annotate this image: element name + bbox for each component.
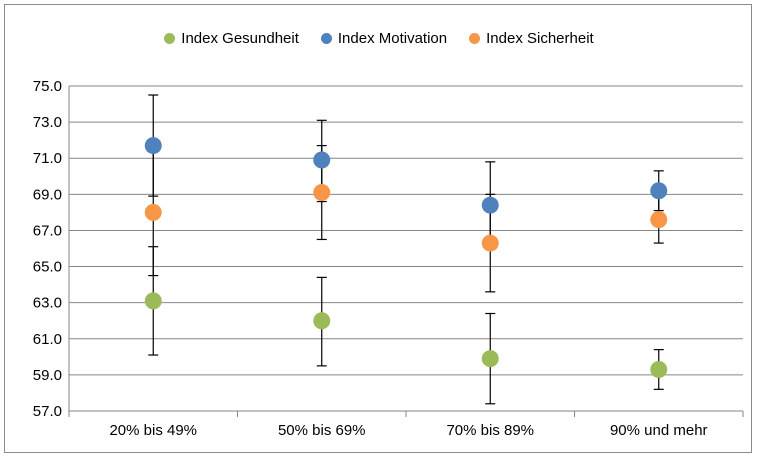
x-tick-label: 20% bis 49% <box>109 422 197 439</box>
legend-marker-motivation <box>320 33 332 44</box>
legend-label-sicherheit: Index Sicherheit <box>486 30 594 47</box>
y-tick-label: 67.0 <box>33 222 62 239</box>
x-tick-label: 90% und mehr <box>610 422 708 439</box>
y-tick-label: 59.0 <box>33 367 62 384</box>
legend-item-motivation: Index Motivation <box>320 30 448 47</box>
legend-item-sicherheit: Index Sicherheit <box>469 30 594 47</box>
y-tick-label: 75.0 <box>33 78 62 95</box>
data-point-gesundheit <box>313 312 331 330</box>
y-tick-label: 63.0 <box>33 295 62 312</box>
legend-marker-gesundheit <box>164 33 176 44</box>
y-tick-label: 65.0 <box>33 259 62 276</box>
y-tick-label: 57.0 <box>33 403 62 420</box>
data-point-sicherheit <box>313 184 331 202</box>
legend-item-gesundheit: Index Gesundheit <box>164 30 299 47</box>
data-point-motivation <box>481 196 499 214</box>
y-tick-label: 71.0 <box>33 150 62 167</box>
data-point-gesundheit <box>650 360 668 378</box>
data-point-motivation <box>313 151 331 169</box>
chart-frame <box>4 4 752 453</box>
y-tick-label: 73.0 <box>33 114 62 131</box>
data-point-gesundheit <box>144 292 162 310</box>
data-point-sicherheit <box>144 203 162 221</box>
x-tick-label: 70% bis 89% <box>446 422 534 439</box>
y-tick-label: 69.0 <box>33 186 62 203</box>
data-point-motivation <box>144 137 162 155</box>
data-point-sicherheit <box>650 211 668 229</box>
data-point-sicherheit <box>481 234 499 252</box>
data-point-motivation <box>650 182 668 200</box>
x-tick-label: 50% bis 69% <box>278 422 366 439</box>
legend-marker-sicherheit <box>469 33 481 44</box>
legend-label-motivation: Index Motivation <box>337 30 448 47</box>
y-tick-label: 61.0 <box>33 331 62 348</box>
legend: Index Gesundheit Index Motivation Index … <box>0 30 758 47</box>
legend-label-gesundheit: Index Gesundheit <box>181 30 299 47</box>
data-point-gesundheit <box>481 350 499 368</box>
